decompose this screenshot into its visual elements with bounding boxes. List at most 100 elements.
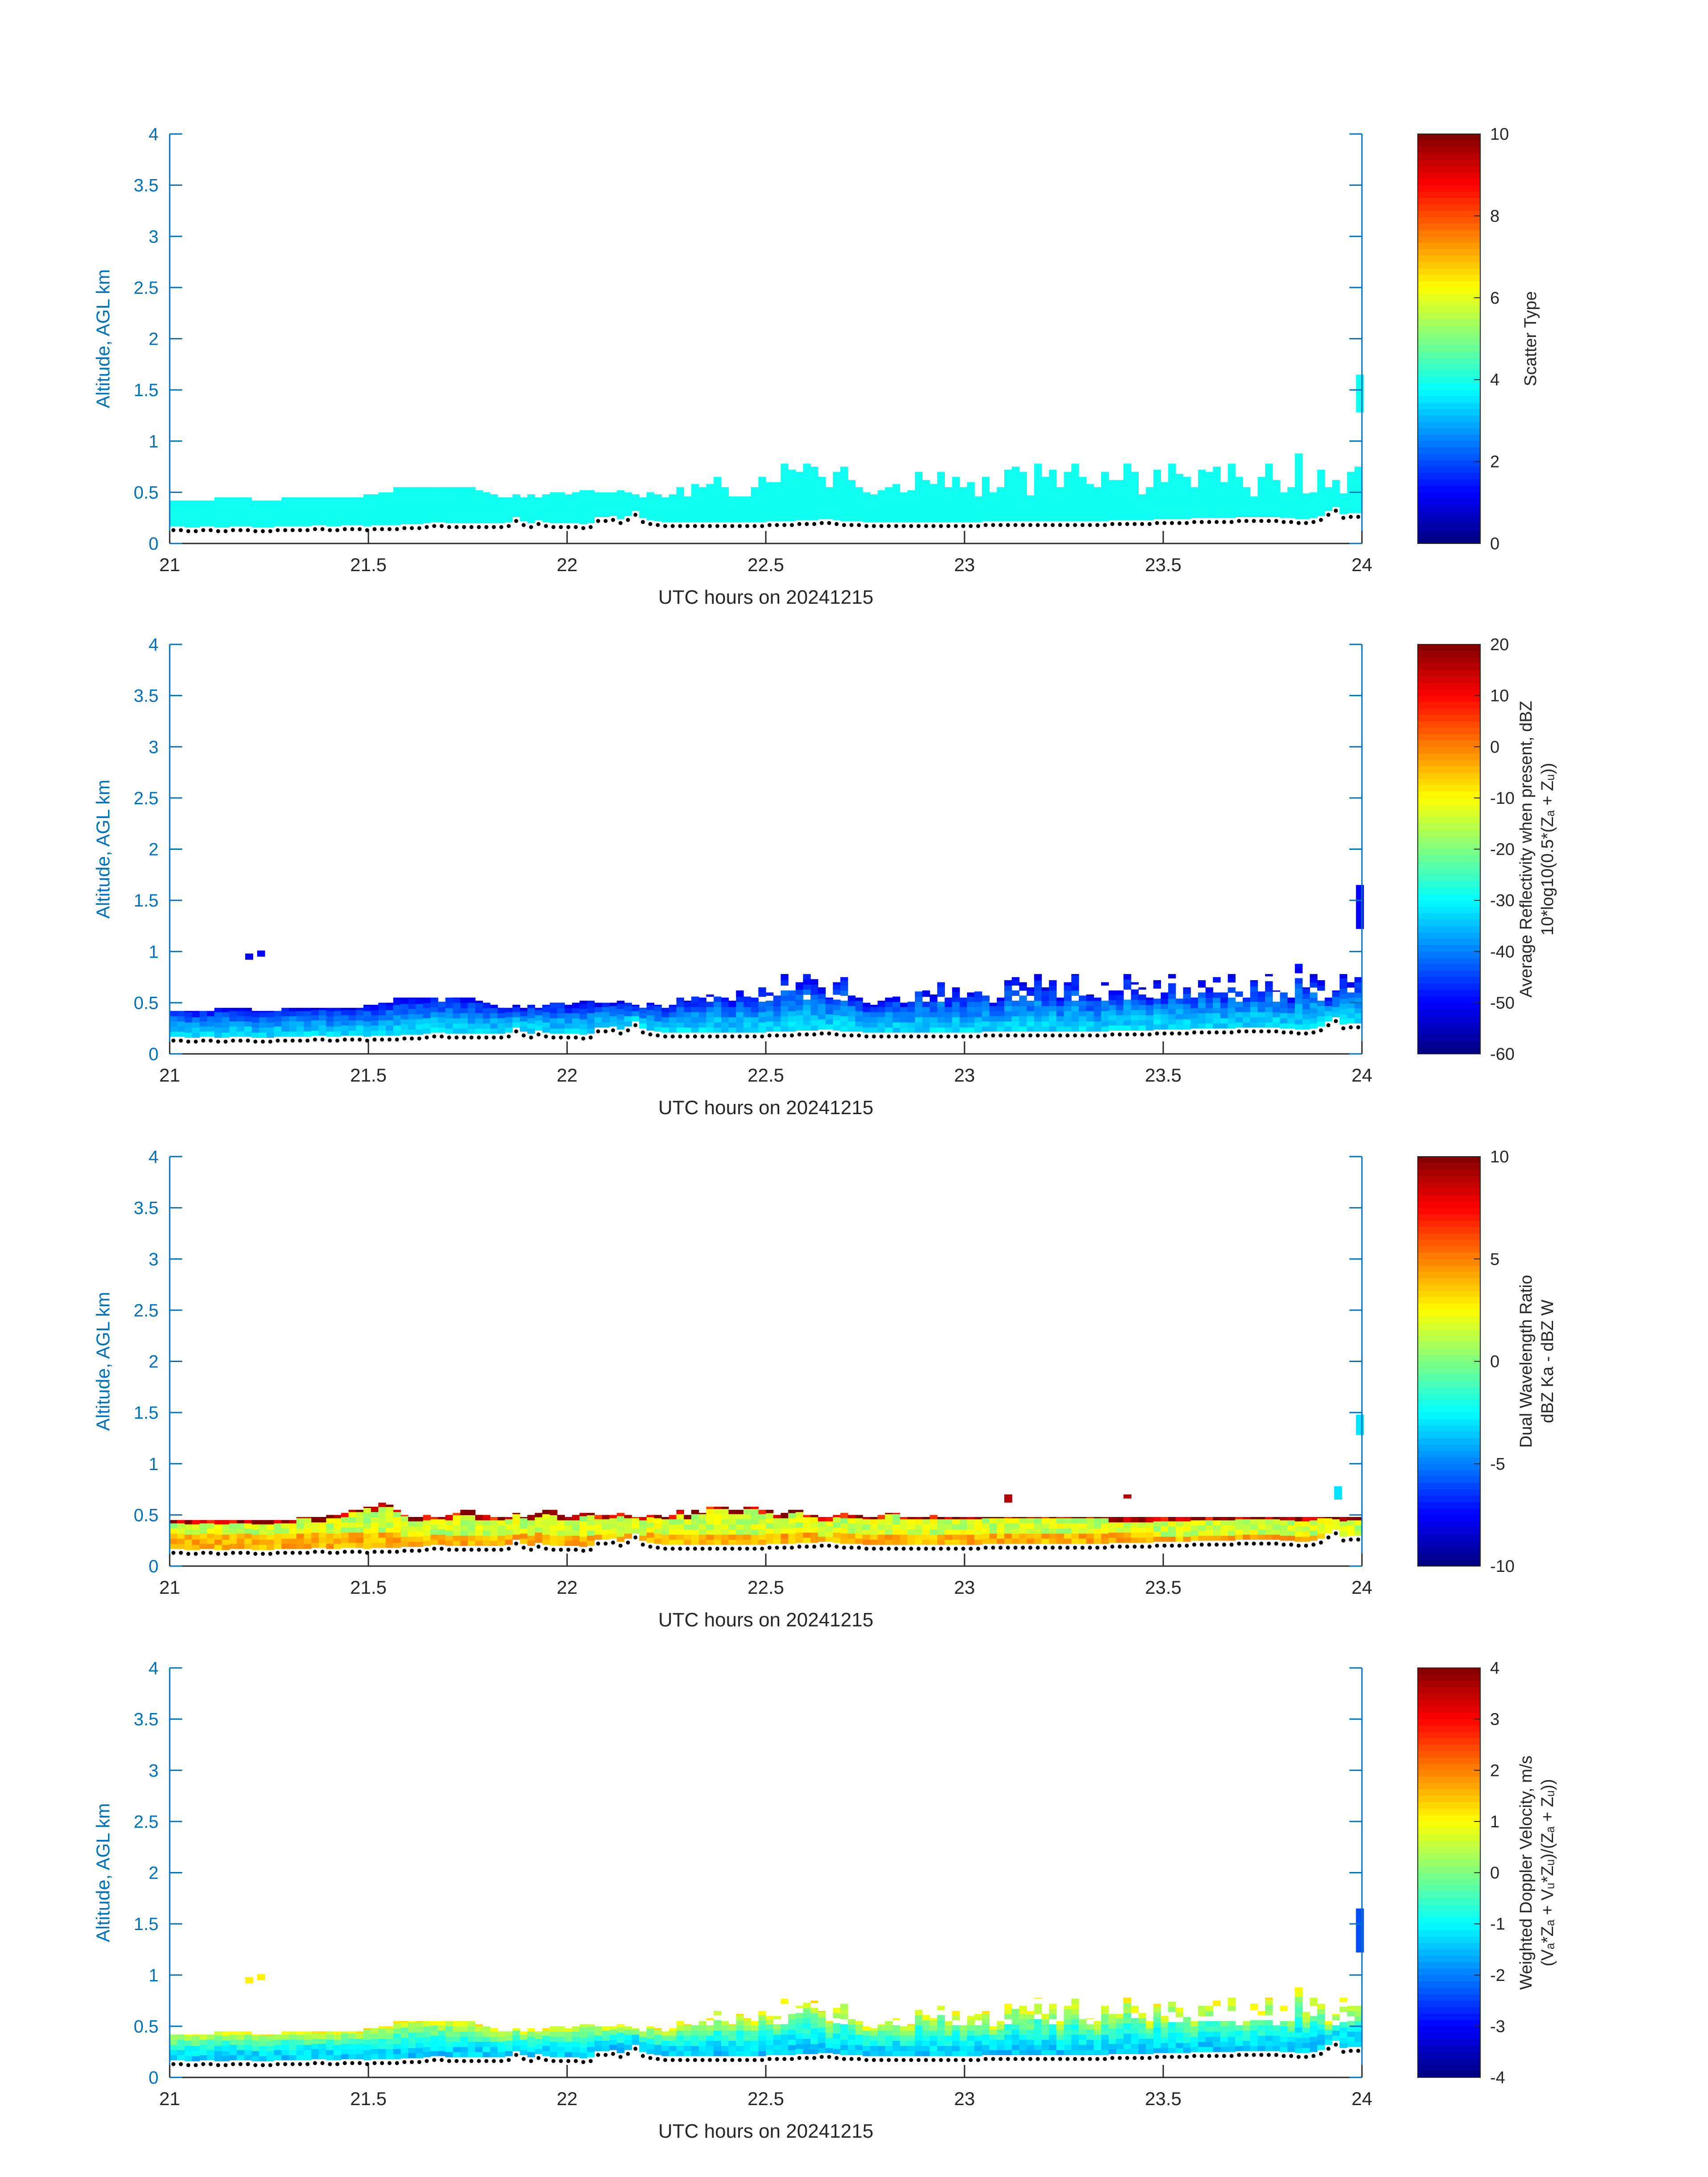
heatmap-cell	[781, 2050, 789, 2056]
heatmap-cell	[1228, 977, 1236, 983]
heatmap-cell	[497, 1018, 505, 1024]
heatmap-cell	[497, 2036, 505, 2042]
heatmap-cell	[825, 498, 833, 504]
heatmap-cell	[937, 2051, 945, 2056]
heatmap-cell	[237, 500, 245, 506]
heatmap-cell	[1332, 1002, 1340, 1007]
heatmap-cell	[579, 1531, 588, 1537]
colorbar-step	[1418, 511, 1480, 518]
heatmap-cell	[363, 1533, 372, 1539]
heatmap-cell	[1049, 985, 1057, 991]
heatmap-cell	[1146, 494, 1154, 500]
heatmap-cell	[1041, 485, 1049, 491]
surface-point	[536, 1032, 541, 1036]
heatmap-cell	[1257, 506, 1265, 512]
heatmap-cell	[803, 1015, 811, 1020]
x-tick-label: 24	[1352, 554, 1373, 575]
heatmap-cell	[192, 1529, 200, 1535]
heatmap-cell	[647, 1003, 655, 1005]
heatmap-cell	[617, 514, 625, 519]
heatmap-cell	[482, 1525, 491, 1531]
heatmap-cell	[393, 1527, 401, 1533]
heatmap-cell	[1011, 1011, 1019, 1016]
heatmap-cell	[1183, 988, 1191, 994]
heatmap-cell	[706, 517, 714, 522]
heatmap-cell	[803, 474, 811, 480]
heatmap-cell	[1250, 506, 1258, 512]
heatmap-cell	[981, 1006, 990, 1011]
colorbar-step	[1418, 1400, 1480, 1407]
heatmap-cell	[758, 491, 766, 497]
heatmap-cell	[408, 493, 416, 499]
heatmap-cell	[818, 493, 826, 499]
heatmap-cell	[214, 1524, 222, 1530]
heatmap-cell	[773, 2044, 781, 2050]
heatmap-cell	[967, 2025, 975, 2031]
heatmap-cell	[1101, 472, 1109, 475]
heatmap-cell	[1004, 985, 1012, 991]
colorbar-step	[1418, 396, 1480, 403]
heatmap-cell	[1213, 1007, 1221, 1013]
heatmap-cell	[617, 2024, 625, 2028]
heatmap-cell	[1295, 1536, 1303, 1542]
heatmap-cell	[1071, 1026, 1079, 1032]
heatmap-cell	[408, 2022, 416, 2028]
heatmap-cell	[862, 506, 871, 512]
heatmap-cell	[989, 1538, 997, 1544]
y-axis-title: Altitude, AGL km	[92, 269, 113, 408]
surface-point	[387, 1550, 392, 1554]
heatmap-cell	[1011, 1016, 1019, 1022]
heatmap-cell	[1220, 1023, 1228, 1029]
heatmap-cell	[922, 2045, 930, 2051]
heatmap-cell	[922, 1027, 930, 1033]
heatmap-cell	[631, 1016, 639, 1022]
heatmap-cell	[721, 1514, 729, 1520]
y-tick-label: 0.5	[134, 1505, 159, 1525]
heatmap-cell	[803, 2038, 811, 2044]
heatmap-cell	[221, 497, 230, 502]
heatmap-cell	[877, 1027, 885, 1033]
heatmap-cell	[170, 2055, 178, 2060]
heatmap-cell	[647, 1522, 655, 1528]
heatmap-cell	[207, 521, 215, 526]
colorbar-frame	[1417, 134, 1481, 544]
heatmap-cell	[952, 2051, 960, 2056]
heatmap-cell	[401, 519, 409, 525]
heatmap-cell	[229, 1543, 237, 1549]
heatmap-cell	[959, 2025, 968, 2031]
heatmap-cell	[840, 516, 848, 522]
heatmap-cell	[967, 2020, 975, 2026]
heatmap-cell	[445, 513, 453, 518]
heatmap-cell	[490, 1517, 498, 1521]
heatmap-cell	[1354, 1517, 1362, 1521]
heatmap-cell	[803, 484, 811, 490]
surface-point	[514, 1029, 518, 1034]
heatmap-cell	[221, 2056, 230, 2061]
heatmap-cell	[1041, 495, 1049, 501]
heatmap-cell	[237, 510, 245, 516]
heatmap-cell	[1220, 1007, 1228, 1013]
heatmap-cell	[795, 2033, 803, 2039]
heatmap-cell	[415, 1014, 423, 1020]
heatmap-cell	[468, 2036, 476, 2042]
heatmap-cell	[1243, 997, 1251, 1002]
surface-point	[238, 1038, 242, 1043]
surface-point	[819, 521, 824, 525]
heatmap-cell	[855, 1528, 863, 1534]
heatmap-cell	[311, 2054, 319, 2060]
heatmap-cell	[199, 1528, 207, 1534]
heatmap-cell	[810, 484, 819, 490]
heatmap-cell	[937, 2045, 945, 2051]
y-tick-label: 1	[149, 942, 159, 962]
heatmap-cell	[289, 1026, 297, 1032]
heatmap-cell	[1168, 472, 1176, 478]
heatmap-cell	[445, 1535, 453, 1541]
heatmap-cell	[855, 500, 863, 506]
heatmap-cell	[833, 2023, 841, 2029]
heatmap-cell	[877, 496, 885, 502]
surface-point	[670, 1546, 675, 1551]
heatmap-cell	[251, 2045, 259, 2051]
heatmap-cell	[401, 487, 409, 489]
heatmap-cell	[818, 1526, 826, 1532]
surface-point	[1080, 1546, 1085, 1550]
